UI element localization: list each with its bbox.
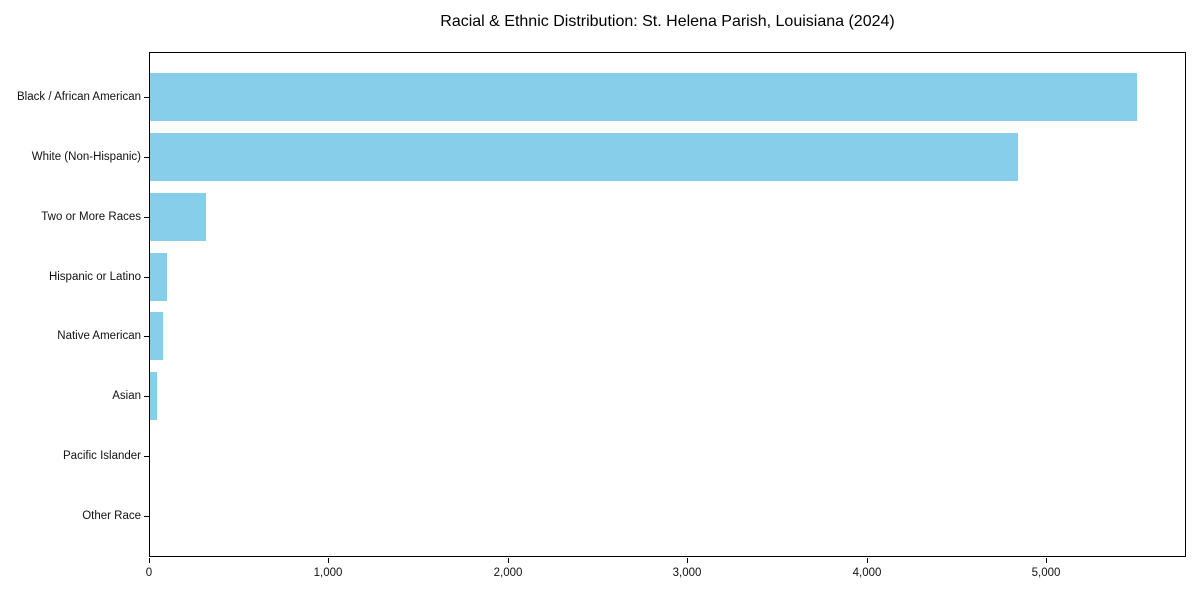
plot-area <box>149 52 1186 557</box>
bar <box>150 193 206 241</box>
y-tick-mark <box>144 217 149 218</box>
y-tick-mark <box>144 277 149 278</box>
y-tick-label: White (Non-Hispanic) <box>31 151 141 163</box>
y-tick-label: Other Race <box>82 510 141 522</box>
y-tick-label: Pacific Islander <box>63 450 141 462</box>
x-tick-mark <box>687 558 688 563</box>
x-tick-label: 2,000 <box>493 567 523 579</box>
y-tick-label: Asian <box>112 390 141 402</box>
bar <box>150 73 1137 121</box>
x-tick-label: 3,000 <box>672 567 702 579</box>
chart-title: Racial & Ethnic Distribution: St. Helena… <box>440 13 895 30</box>
y-tick-label: Hispanic or Latino <box>48 271 141 283</box>
y-tick-label: Native American <box>57 330 141 342</box>
y-tick-mark <box>144 97 149 98</box>
bar <box>150 312 163 360</box>
y-tick-mark <box>144 157 149 158</box>
bar <box>150 133 1018 181</box>
y-tick-label: Two or More Races <box>41 211 141 223</box>
bar <box>150 372 157 420</box>
y-tick-mark <box>144 336 149 337</box>
x-tick-mark <box>867 558 868 563</box>
x-tick-label: 5,000 <box>1031 567 1061 579</box>
y-tick-mark <box>144 516 149 517</box>
x-tick-mark <box>508 558 509 563</box>
x-tick-label: 0 <box>145 567 153 579</box>
x-tick-mark <box>328 558 329 563</box>
y-tick-label: Black / African American <box>17 91 141 103</box>
y-tick-mark <box>144 456 149 457</box>
x-tick-mark <box>1046 558 1047 563</box>
x-tick-label: 4,000 <box>852 567 882 579</box>
x-tick-mark <box>149 558 150 563</box>
x-tick-label: 1,000 <box>313 567 343 579</box>
y-tick-mark <box>144 396 149 397</box>
bar <box>150 253 167 301</box>
